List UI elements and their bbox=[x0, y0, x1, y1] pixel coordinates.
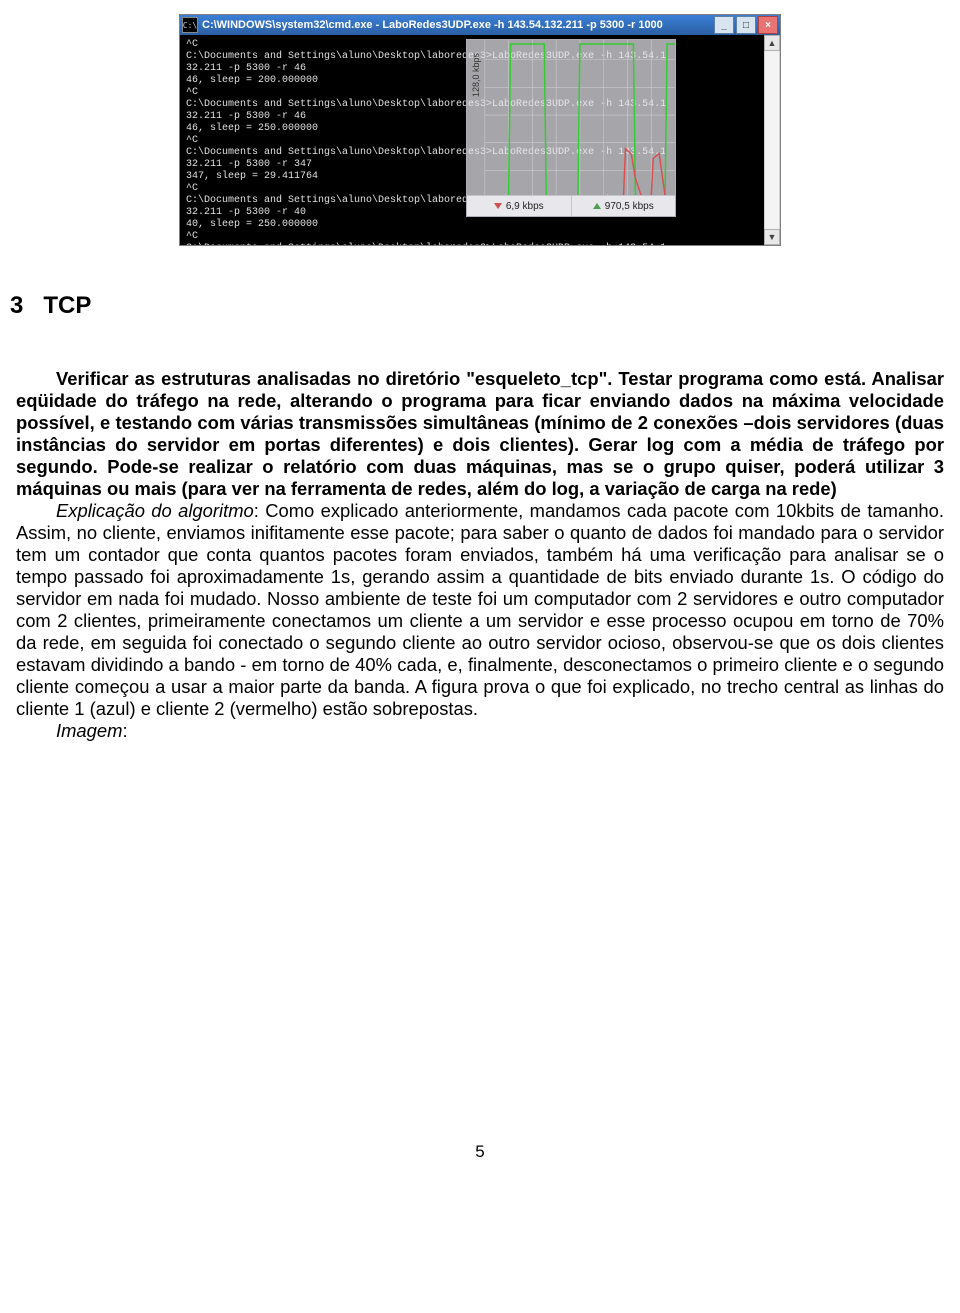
explanation-text: : Como explicado anteriormente, mandamos… bbox=[16, 500, 944, 719]
upload-rate: 970,5 kbps bbox=[605, 201, 654, 212]
overlay-footer: 6,9 kbps 970,5 kbps bbox=[467, 195, 675, 216]
body-text: Verificar as estruturas analisadas no di… bbox=[16, 368, 944, 742]
section-number: 3 bbox=[10, 292, 23, 319]
upload-rate-cell: 970,5 kbps bbox=[572, 196, 676, 216]
upload-icon bbox=[593, 203, 601, 209]
screenshot-container: C:\ C:\WINDOWS\system32\cmd.exe - LaboRe… bbox=[0, 0, 960, 246]
vertical-scrollbar[interactable]: ▲ ▼ bbox=[764, 35, 780, 245]
cmd-icon: C:\ bbox=[182, 17, 198, 33]
chart-svg bbox=[467, 40, 675, 196]
cmd-window: C:\ C:\WINDOWS\system32\cmd.exe - LaboRe… bbox=[179, 14, 781, 246]
explanation-label: Explicação do algoritmo bbox=[56, 500, 254, 521]
minimize-button[interactable]: _ bbox=[714, 16, 734, 34]
terminal-body: ^C C:\Documents and Settings\aluno\Deskt… bbox=[180, 35, 780, 245]
document-page: C:\ C:\WINDOWS\system32\cmd.exe - LaboRe… bbox=[0, 0, 960, 1202]
close-button[interactable]: × bbox=[758, 16, 778, 34]
scroll-down-button[interactable]: ▼ bbox=[764, 229, 780, 245]
image-label: Imagem bbox=[56, 720, 122, 741]
window-titlebar: C:\ C:\WINDOWS\system32\cmd.exe - LaboRe… bbox=[180, 15, 780, 35]
scroll-up-button[interactable]: ▲ bbox=[764, 35, 780, 51]
page-number: 5 bbox=[0, 1142, 960, 1162]
maximize-button[interactable]: □ bbox=[736, 16, 756, 34]
scroll-track[interactable] bbox=[764, 51, 780, 229]
instruction-paragraph: Verificar as estruturas analisadas no di… bbox=[16, 368, 944, 499]
download-rate-cell: 6,9 kbps bbox=[467, 196, 572, 216]
bandwidth-chart bbox=[467, 40, 675, 196]
download-icon bbox=[494, 203, 502, 209]
download-rate: 6,9 kbps bbox=[506, 201, 544, 212]
section-title: TCP bbox=[43, 292, 91, 319]
window-title: C:\WINDOWS\system32\cmd.exe - LaboRedes3… bbox=[202, 19, 712, 31]
section-heading: 3 TCP bbox=[10, 292, 960, 320]
bandwidth-overlay: 128,0 kbps 6,9 kbps bbox=[466, 39, 676, 217]
